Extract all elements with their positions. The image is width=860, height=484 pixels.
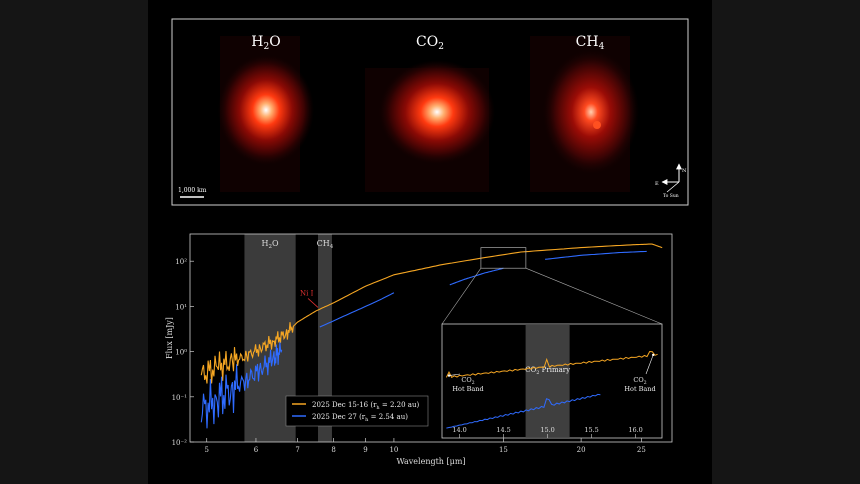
- series-line: [449, 267, 504, 286]
- x-tick-label: 25: [637, 446, 646, 454]
- x-tick-label: 9: [363, 446, 367, 454]
- hot-band-label-line2: Hot Band: [452, 385, 483, 393]
- hot-band-arrow: [645, 354, 654, 375]
- h2o-coma-image: [218, 55, 314, 165]
- y-tick-label: 10¹: [175, 303, 187, 311]
- x-axis-label: Wavelength [μm]: [396, 457, 465, 466]
- legend-box: [285, 395, 429, 427]
- compass-sun-line: [666, 181, 680, 193]
- inset-x-tick-label: 16.0: [628, 426, 642, 434]
- spectrum-chart: H2O CH4 5 6 7 8 9 10 15 20 25 10² 10¹ 10⁰ 10⁻¹ 10⁻² Wave…: [165, 233, 673, 466]
- y-tick-label: 10⁻²: [172, 439, 188, 447]
- inset-band-label: CO2 Primary: [525, 366, 570, 376]
- x-tick-label: 15: [499, 446, 508, 454]
- co2-image-label: CO2: [416, 34, 444, 52]
- right-margin: [712, 0, 860, 484]
- inset-x-tick-label: 15.5: [584, 426, 598, 434]
- y-tick-label: 10²: [175, 258, 187, 266]
- hot-band-label: CO2: [461, 376, 474, 386]
- y-axis-label: Flux [mJy]: [165, 317, 174, 359]
- left-margin: [0, 0, 148, 484]
- x-tick-label: 20: [577, 446, 586, 454]
- absorption-band: [318, 234, 332, 442]
- zoom-region-box: [480, 247, 527, 269]
- band-label: CH4: [317, 239, 334, 250]
- x-tick-label: 8: [331, 446, 335, 454]
- ni-annotation-line: [307, 298, 319, 308]
- hot-band-label-line2: Hot Band: [624, 385, 655, 393]
- scale-bar-label: 1,000 km: [178, 187, 207, 194]
- y-tick-label: 10⁻¹: [172, 394, 188, 402]
- plot-frame: [189, 233, 673, 443]
- ch4-coma-image: [543, 50, 639, 174]
- co2-coma-image: [379, 60, 495, 164]
- inset-x-tick-label: 14.0: [452, 426, 466, 434]
- compass-north-label: N: [682, 168, 687, 174]
- zoom-connector: [441, 268, 482, 325]
- y-tick-label: 10⁰: [175, 349, 187, 357]
- inset-x-tick-label: 14.5: [496, 426, 510, 434]
- inset-orange-line: [445, 350, 658, 379]
- x-tick-label: 10: [389, 446, 398, 454]
- hot-band-arrow: [448, 373, 461, 376]
- x-tick-label: 7: [295, 446, 299, 454]
- ch4-image-label: CH4: [576, 34, 605, 52]
- compass-sun-label: To Sun: [663, 193, 679, 199]
- series-line: [200, 243, 663, 384]
- ni-annotation-label: Ni I: [300, 289, 314, 297]
- series-line: [319, 292, 395, 328]
- hot-band-arrow-head: [652, 353, 655, 357]
- x-tick-label: 5: [204, 446, 208, 454]
- inset-x-tick-label: 15.0: [540, 426, 554, 434]
- band-label: H2O: [262, 239, 279, 250]
- inset-co2-band: [525, 324, 570, 438]
- compass-east-label: E: [655, 181, 659, 187]
- inset-blue-line: [446, 393, 601, 429]
- legend-entry: 2025 Dec 15-16 (rh = 2.20 au): [312, 401, 419, 411]
- h2o-image-label: H2O: [251, 34, 280, 52]
- series-line: [200, 342, 283, 429]
- legend-entry: 2025 Dec 27 (rh = 2.54 au): [312, 413, 408, 423]
- x-tick-label: 6: [254, 446, 259, 454]
- zoom-connector: [525, 267, 663, 325]
- hot-band-arrow-head: [447, 374, 451, 377]
- ch4-secondary-blob: [593, 121, 601, 129]
- series-line: [545, 250, 647, 260]
- hot-band-label: CO2: [633, 376, 646, 386]
